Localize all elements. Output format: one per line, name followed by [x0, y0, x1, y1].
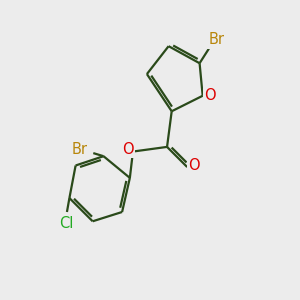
Text: Br: Br — [208, 32, 225, 47]
Text: O: O — [204, 88, 215, 103]
Text: O: O — [188, 158, 200, 173]
Text: O: O — [122, 142, 134, 157]
Text: Br: Br — [72, 142, 88, 157]
Text: Cl: Cl — [59, 216, 74, 231]
